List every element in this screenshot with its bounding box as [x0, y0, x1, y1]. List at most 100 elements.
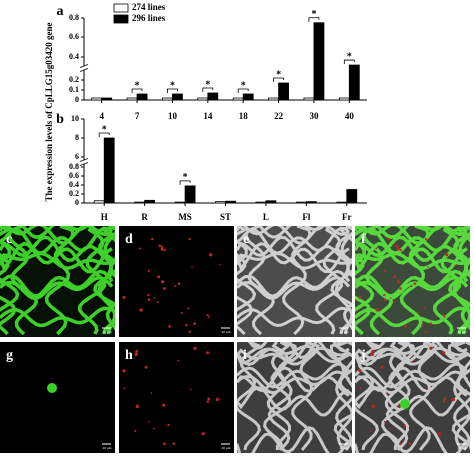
fluorescence-dot	[392, 301, 395, 304]
y-tick-label: 0.4	[69, 52, 79, 61]
cell-walls	[355, 226, 470, 336]
significance-mark: *	[102, 124, 107, 135]
bar	[93, 200, 105, 204]
x-tick-label: Fl	[302, 212, 310, 222]
y-tick-label: 6	[75, 152, 79, 161]
panel-bg	[0, 342, 115, 453]
bar	[313, 22, 325, 101]
fluorescence-dot	[389, 297, 392, 299]
micrograph: c 20 μm	[0, 226, 115, 337]
micrograph: d 20 μm	[119, 226, 234, 337]
significance-bracket	[167, 88, 178, 93]
fluorescence-dot	[443, 397, 447, 401]
fluorescence-dot	[147, 420, 150, 423]
panel-bg	[119, 342, 234, 453]
fluorescence-dot	[188, 237, 191, 241]
fluorescence-dot	[162, 403, 166, 407]
axis-break-mark	[79, 68, 89, 72]
micrograph: g 20 μm	[0, 342, 115, 453]
axis-break-mark	[79, 162, 89, 166]
y-tick-label: 0.4	[69, 180, 79, 189]
fluorescence-dot	[153, 427, 155, 430]
fluorescence-dot	[193, 346, 197, 350]
fluorescence-dot	[429, 346, 433, 350]
bar	[184, 185, 196, 204]
fluorescence-dot	[416, 311, 419, 314]
scale-bar-label: 20 μm	[103, 330, 112, 334]
fluorescence-dot	[177, 282, 181, 286]
fluorescence-dot	[122, 295, 126, 299]
bar	[348, 64, 360, 101]
fluorescence-dot	[423, 307, 426, 310]
fluorescence-dot	[404, 325, 407, 328]
fluorescence-dot	[206, 313, 209, 317]
scale-bar-label: 20 μm	[340, 330, 349, 334]
axis-break-mark	[79, 64, 89, 68]
significance-mark: *	[135, 80, 140, 91]
fluorescence-dot	[207, 316, 210, 318]
fluorescence-dot	[123, 387, 126, 390]
fluorescence-dot	[387, 237, 390, 241]
fluorescence-dot	[455, 263, 458, 266]
x-tick-label: 22	[274, 111, 284, 121]
fluorescence-dot	[399, 248, 402, 252]
cell-walls	[237, 226, 352, 336]
fluorescence-dot	[207, 397, 211, 401]
y-axis-label: The expression levels of CpLLG15g03420 g…	[44, 22, 54, 201]
x-tick-label: L	[263, 212, 269, 222]
fluorescence-dot	[399, 287, 402, 290]
fluorescence-dot	[403, 423, 406, 427]
bar	[305, 201, 317, 204]
significance-bracket	[343, 59, 355, 65]
x-tick-label: 4	[99, 111, 104, 121]
fluorescence-dot	[410, 285, 413, 288]
fluorescence-dot	[215, 397, 220, 402]
bar	[336, 201, 348, 204]
fluorescence-dot	[421, 324, 424, 327]
fluorescence-dot	[147, 269, 150, 272]
bar	[197, 97, 209, 101]
fluorescence-dot	[161, 280, 165, 284]
fluorescence-dot	[163, 442, 166, 446]
bar	[174, 201, 186, 204]
fluorescence-dot	[397, 280, 401, 284]
fluorescence-dot	[177, 359, 180, 362]
fluorescence-dot	[358, 295, 362, 299]
bar	[278, 82, 289, 101]
bar	[232, 97, 244, 101]
scale-bar-label: 20 μm	[222, 446, 231, 450]
panel-bg	[119, 226, 234, 337]
fluorescence-dot	[147, 293, 150, 297]
fluorescence-dot	[408, 442, 412, 445]
fluorescence-dot	[427, 266, 429, 268]
fluorescence-dot	[437, 432, 441, 436]
fluorescence-dot	[144, 365, 148, 369]
fluorescence-dot	[189, 388, 192, 391]
y-tick-label: 0.8	[69, 162, 79, 171]
axis-break-gap	[80, 66, 88, 70]
significance-bracket	[237, 88, 249, 93]
micrograph: e 20 μm	[237, 226, 352, 337]
fluorescence-dot	[160, 247, 164, 251]
x-tick-label: 40	[345, 111, 355, 121]
fluorescence-dot	[442, 313, 445, 317]
bar	[338, 97, 350, 101]
fluorescence-dot	[185, 324, 188, 327]
fluorescence-dot	[442, 400, 446, 403]
y-tick-label: 0	[75, 198, 79, 207]
significance-bracket	[308, 17, 320, 22]
fluorescence-dot	[153, 297, 156, 299]
fluorescence-dot	[163, 248, 166, 252]
fluorescence-dot	[397, 245, 400, 249]
x-tick-label: 7	[135, 111, 140, 121]
fluorescence-dot	[163, 287, 166, 290]
bar	[172, 93, 183, 101]
legend-swatch	[113, 3, 129, 13]
fluorescence-dot	[383, 298, 387, 302]
significance-bracket	[131, 88, 143, 93]
fluorescence-dot	[383, 269, 386, 272]
fluorescence-dot	[157, 275, 161, 279]
axis-break-gap	[80, 160, 88, 164]
fluorescence-dot	[147, 298, 151, 302]
fluorescence-dot	[371, 404, 375, 409]
